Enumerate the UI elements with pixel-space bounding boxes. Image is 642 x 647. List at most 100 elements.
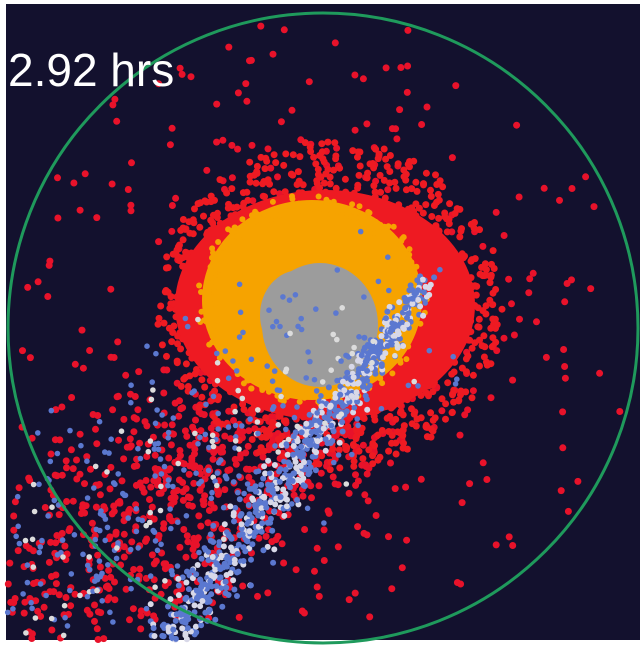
debris-particle bbox=[6, 560, 13, 567]
debris-particle bbox=[219, 137, 226, 144]
blue-particle bbox=[128, 547, 134, 553]
halo-particle bbox=[282, 417, 289, 424]
blue-particle bbox=[354, 416, 360, 422]
blue-particle bbox=[343, 353, 349, 359]
tail-particle bbox=[383, 315, 389, 321]
debris-particle bbox=[146, 496, 153, 503]
tail-particle bbox=[224, 554, 230, 560]
debris-particle bbox=[189, 424, 196, 431]
debris-particle bbox=[67, 602, 74, 609]
debris-particle bbox=[387, 460, 394, 467]
debris-particle bbox=[10, 513, 17, 520]
tail-particle bbox=[206, 609, 212, 615]
blue-particle bbox=[369, 360, 375, 366]
debris-particle bbox=[37, 613, 44, 620]
blue-particle bbox=[358, 229, 364, 235]
mantle-particle bbox=[398, 360, 404, 366]
debris-particle bbox=[293, 566, 300, 573]
tail-particle bbox=[160, 623, 166, 629]
debris-particle bbox=[42, 504, 49, 511]
debris-particle bbox=[559, 444, 566, 451]
mantle-particle bbox=[328, 211, 334, 217]
tail-particle bbox=[271, 546, 277, 552]
blue-particle bbox=[289, 501, 295, 507]
halo-particle bbox=[409, 420, 416, 427]
blue-particle bbox=[254, 489, 260, 495]
halo-particle bbox=[499, 306, 506, 313]
debris-particle bbox=[354, 523, 361, 530]
halo-particle bbox=[439, 183, 446, 190]
halo-particle bbox=[272, 159, 279, 166]
blue-particle bbox=[149, 397, 155, 403]
mantle-particle bbox=[289, 193, 295, 199]
blue-particle bbox=[23, 538, 29, 544]
mantle-particle bbox=[206, 280, 212, 286]
tail-particle bbox=[246, 502, 252, 508]
blue-particle bbox=[192, 431, 198, 437]
tail-particle bbox=[227, 503, 233, 509]
mantle-particle bbox=[348, 214, 354, 220]
blue-particle bbox=[210, 439, 216, 445]
tail-particle bbox=[384, 309, 390, 315]
blue-particle bbox=[287, 331, 293, 337]
mantle-particle bbox=[284, 208, 290, 214]
blue-particle bbox=[135, 446, 141, 452]
blue-particle bbox=[158, 508, 164, 514]
tail-particle bbox=[426, 292, 432, 298]
debris-particle bbox=[160, 520, 167, 527]
blue-particle bbox=[28, 600, 34, 606]
debris-particle bbox=[596, 370, 603, 377]
debris-particle bbox=[278, 118, 285, 125]
halo-particle bbox=[282, 150, 289, 157]
tail-particle bbox=[291, 443, 297, 449]
blue-particle bbox=[249, 357, 255, 363]
debris-particle bbox=[239, 583, 246, 590]
blue-particle bbox=[234, 368, 240, 374]
tail-particle bbox=[222, 563, 228, 569]
debris-particle bbox=[53, 580, 60, 587]
blue-particle bbox=[370, 339, 376, 345]
halo-particle bbox=[296, 178, 303, 185]
blue-particle bbox=[379, 406, 385, 412]
mantle-particle bbox=[379, 380, 385, 386]
blue-particle bbox=[349, 351, 355, 357]
tail-particle bbox=[230, 577, 236, 583]
blue-particle bbox=[283, 427, 289, 433]
debris-particle bbox=[24, 284, 31, 291]
tail-particle bbox=[248, 582, 254, 588]
debris-particle bbox=[501, 232, 508, 239]
tail-particle bbox=[379, 361, 385, 367]
debris-particle bbox=[208, 425, 215, 432]
debris-particle bbox=[127, 435, 134, 442]
tail-particle bbox=[247, 528, 253, 534]
tail-particle bbox=[265, 458, 271, 464]
halo-particle bbox=[357, 163, 364, 170]
halo-particle bbox=[262, 165, 269, 172]
tail-particle bbox=[212, 573, 218, 579]
debris-particle bbox=[541, 185, 548, 192]
debris-particle bbox=[574, 478, 581, 485]
debris-particle bbox=[179, 71, 186, 78]
debris-particle bbox=[311, 568, 318, 575]
blue-particle bbox=[65, 623, 71, 629]
debris-particle bbox=[300, 493, 307, 500]
tail-particle bbox=[268, 516, 274, 522]
blue-particle bbox=[49, 504, 55, 510]
blue-particle bbox=[33, 615, 39, 621]
blue-particle bbox=[437, 267, 443, 273]
tail-particle bbox=[152, 633, 158, 639]
blue-particle bbox=[45, 513, 51, 519]
debris-particle bbox=[72, 361, 79, 368]
halo-particle bbox=[395, 160, 402, 167]
blue-particle bbox=[166, 430, 172, 436]
halo-particle bbox=[318, 140, 325, 147]
debris-particle bbox=[128, 442, 135, 449]
halo-particle bbox=[253, 180, 260, 187]
blue-particle bbox=[303, 375, 309, 381]
halo-particle bbox=[162, 288, 169, 295]
halo-particle bbox=[183, 360, 190, 367]
halo-particle bbox=[479, 272, 486, 279]
debris-particle bbox=[93, 440, 100, 447]
blue-particle bbox=[150, 528, 156, 534]
halo-particle bbox=[412, 179, 419, 186]
